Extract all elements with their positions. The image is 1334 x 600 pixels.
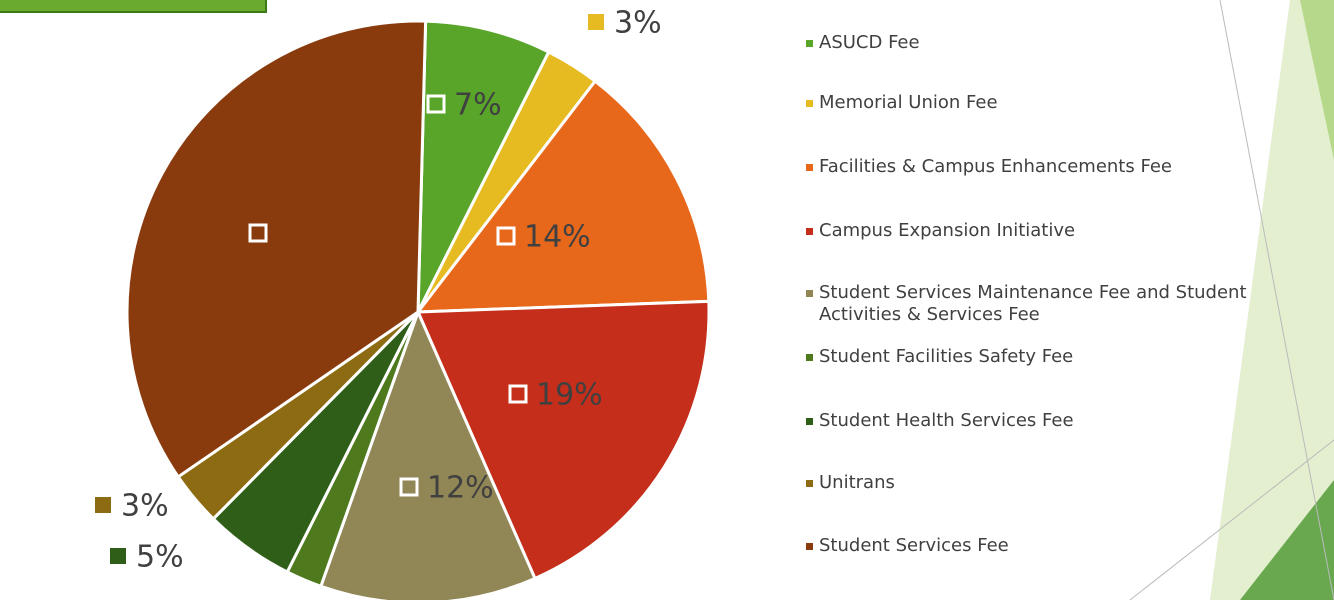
legend-swatch	[806, 354, 813, 361]
legend-label: Facilities & Campus Enhancements Fee	[819, 156, 1172, 177]
legend-item: Student Facilities Safety Fee	[806, 346, 1306, 368]
data-label: 19%	[536, 378, 603, 413]
title-box	[0, 0, 267, 13]
decor	[1300, 0, 1334, 160]
legend-swatch	[806, 40, 813, 47]
data-label: 5%	[136, 540, 184, 575]
label-marker	[95, 497, 111, 513]
data-label: 7%	[454, 88, 502, 123]
legend-label: Unitrans	[819, 472, 895, 493]
data-label: 3%	[614, 6, 662, 41]
decor	[1240, 480, 1334, 600]
data-labels: 7% 3% 14% 19% 12% 5% 3% 35%	[95, 6, 662, 575]
legend-item: Student Services Fee	[806, 535, 1306, 557]
pie	[125, 19, 711, 600]
legend-swatch	[806, 100, 813, 107]
legend-item: ASUCD Fee	[806, 32, 1306, 54]
legend-label: Student Services Fee	[819, 535, 1009, 556]
label-marker	[248, 223, 268, 243]
data-label: 12%	[427, 471, 494, 506]
legend-swatch	[806, 164, 813, 171]
legend-swatch	[806, 543, 813, 550]
legend-label: Student Health Services Fee	[819, 410, 1074, 431]
pie-slice	[414, 79, 711, 314]
legend-item: Memorial Union Fee	[806, 92, 1306, 114]
legend-item: Campus Expansion Initiative	[806, 220, 1306, 242]
legend-label: Student Services Maintenance Fee and Stu…	[819, 282, 1247, 325]
legend-label: ASUCD Fee	[819, 32, 920, 53]
label-marker	[399, 477, 419, 497]
label-marker	[110, 548, 126, 564]
decor	[1219, 0, 1334, 600]
data-label: 14%	[524, 220, 591, 255]
data-label: 3%	[121, 489, 169, 524]
legend-item: Student Services Maintenance Fee and Stu…	[806, 282, 1306, 326]
label-marker	[426, 94, 446, 114]
legend-label: Campus Expansion Initiative	[819, 220, 1076, 241]
legend-item: Facilities & Campus Enhancements Fee	[806, 156, 1306, 178]
legend-item: Student Health Services Fee	[806, 410, 1306, 432]
legend-swatch	[806, 228, 813, 235]
legend-swatch	[806, 480, 813, 487]
pie-slice	[416, 19, 551, 313]
pie-slice	[318, 307, 537, 600]
legend-item: Unitrans	[806, 472, 1306, 494]
pie-slice	[125, 19, 428, 479]
label-marker	[508, 384, 528, 404]
decor	[1210, 0, 1334, 600]
legend-swatch	[806, 290, 813, 297]
legend-label: Memorial Union Fee	[819, 92, 998, 113]
data-label: 35%	[276, 217, 343, 252]
label-marker	[496, 226, 516, 246]
pie-slice	[415, 299, 711, 581]
label-marker	[588, 14, 604, 30]
legend-label: Student Facilities Safety Fee	[819, 346, 1074, 367]
decor	[1129, 439, 1334, 600]
legend-swatch	[806, 418, 813, 425]
